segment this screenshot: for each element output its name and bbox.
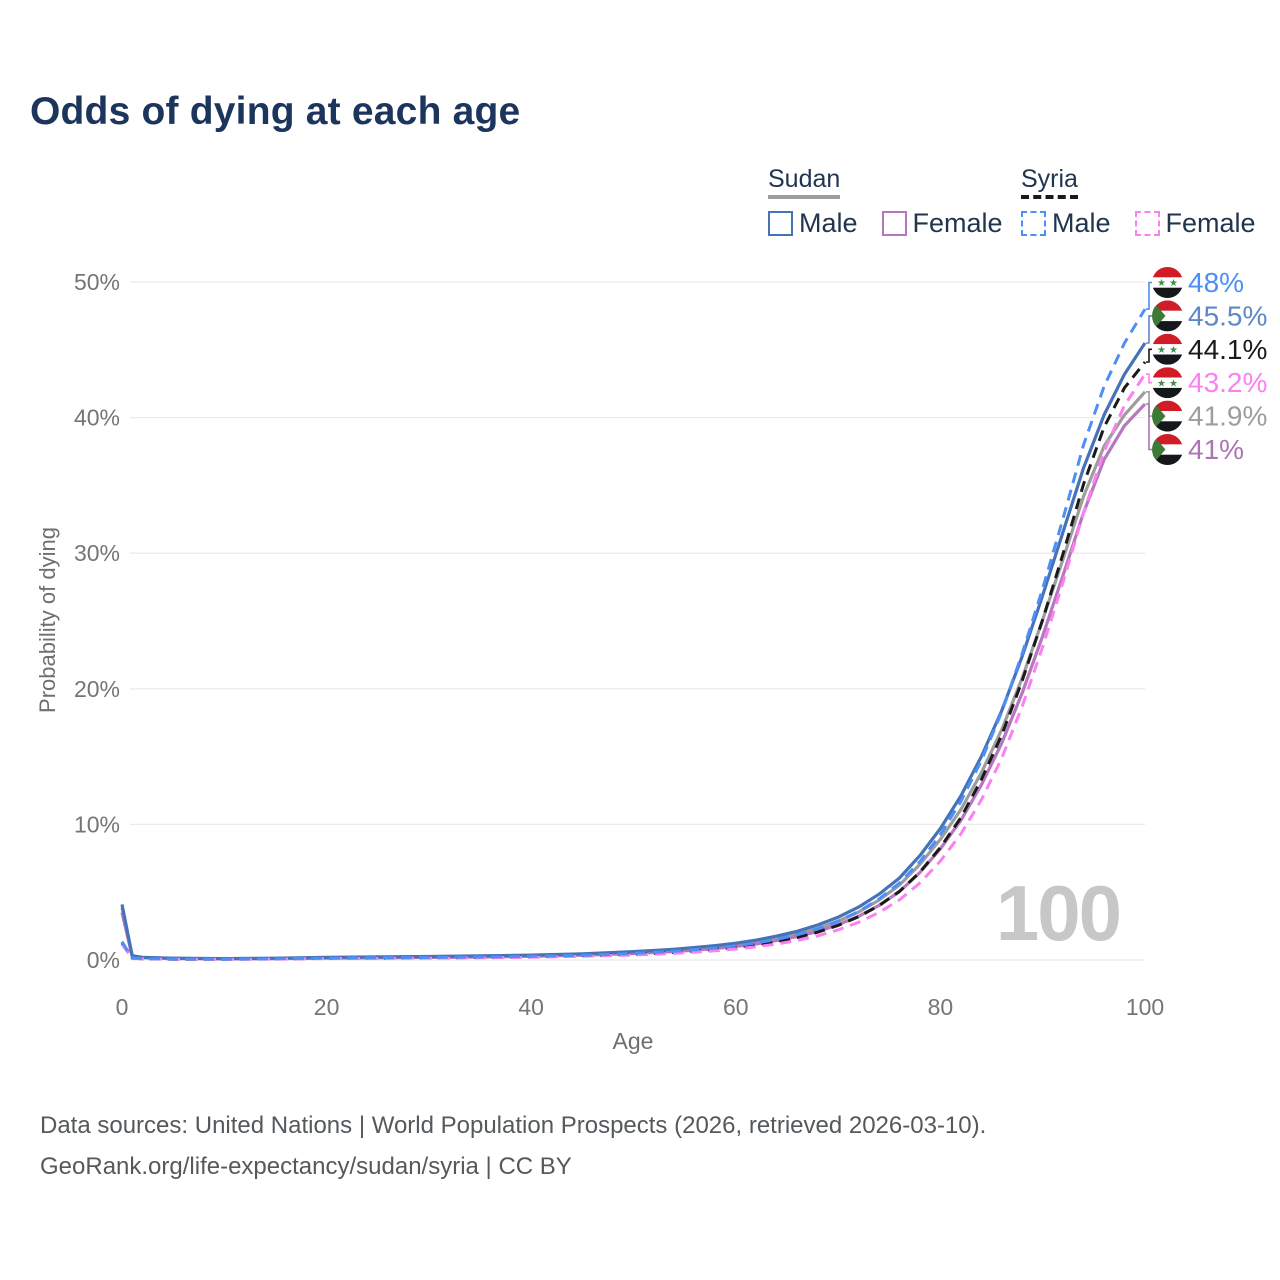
y-tick-label: 20%: [74, 676, 120, 702]
legend-row-sudan: Male Female: [768, 208, 1027, 239]
syria-flag-icon: ★ ★: [1152, 333, 1183, 365]
sudan-flag-icon: [1152, 400, 1183, 432]
end-label-value: 44.1%: [1188, 334, 1267, 365]
x-axis-ticks: 0 20 40 60 80 100: [116, 994, 1165, 1020]
legend-item-label: Female: [912, 208, 1003, 239]
y-tick-label: 0%: [87, 947, 120, 973]
legend-group-syria: Syria Male Female: [1021, 166, 1280, 239]
end-label-connector: [1146, 348, 1152, 363]
footer-attribution: GeoRank.org/life-expectancy/sudan/syria …: [40, 1153, 572, 1180]
legend-group-sudan: Sudan Male Female: [768, 166, 1027, 239]
end-label-connector: [1146, 315, 1152, 344]
y-tick-label: 10%: [74, 811, 120, 837]
page-title: Odds of dying at each age: [30, 90, 521, 133]
sudan-triangle: [1152, 300, 1166, 332]
end-label-connector: [1146, 373, 1152, 384]
x-tick-label: 20: [314, 994, 340, 1020]
legend-item-label: Male: [1052, 208, 1111, 239]
syria-star: ★: [1157, 278, 1166, 289]
end-label-value: 41.9%: [1188, 401, 1267, 432]
legend-item-label: Female: [1165, 208, 1256, 239]
end-label-connector: [1146, 403, 1152, 451]
end-label-connector: [1146, 281, 1152, 310]
syria-star: ★: [1169, 345, 1178, 356]
end-label-connectors: [1146, 281, 1152, 451]
sudan-triangle: [1152, 400, 1166, 432]
syria-flag-icon: ★ ★: [1152, 267, 1183, 298]
y-tick-label: 40%: [74, 405, 120, 431]
legend-item-syria-female[interactable]: Female: [1134, 208, 1256, 239]
y-tick-label: 30%: [74, 540, 120, 566]
series-line-sudan-male[interactable]: [120, 342, 1147, 961]
end-label-flags: ★ ★★ ★★ ★: [1152, 267, 1183, 465]
footer: Data sources: United Nations | World Pop…: [40, 1105, 986, 1187]
legend-item-syria-male[interactable]: Male: [1021, 208, 1111, 239]
syria-female-swatch-icon: [1134, 211, 1160, 237]
syria-star: ★: [1157, 345, 1166, 356]
y-tick-label: 50%: [74, 269, 120, 295]
series-line-syria-female[interactable]: [120, 373, 1147, 961]
sudan-triangle: [1152, 434, 1166, 465]
x-axis-title: Age: [612, 1028, 654, 1054]
sudan-female-swatch-icon: [881, 211, 907, 237]
sudan-male-swatch-icon: [768, 211, 793, 237]
y-axis-ticks: 0% 10% 20% 30% 40% 50%: [74, 269, 120, 973]
syria-flag-icon: ★ ★: [1152, 367, 1183, 399]
x-tick-label: 100: [1126, 994, 1164, 1020]
syria-star: ★: [1157, 378, 1166, 389]
legend-item-sudan-male[interactable]: Male: [768, 208, 858, 239]
gridlines: [130, 281, 1145, 961]
end-label-value: 45.5%: [1188, 300, 1267, 331]
sudan-flag-icon: [1152, 434, 1183, 465]
syria-star: ★: [1169, 378, 1178, 389]
sudan-flag-icon: [1152, 300, 1183, 332]
end-label-values: 48%45.5%44.1%43.2%41.9%41%: [1188, 267, 1267, 465]
series-lines: [120, 308, 1147, 961]
end-label-value: 48%: [1188, 267, 1244, 298]
legend-item-sudan-female[interactable]: Female: [881, 208, 1003, 239]
syria-star: ★: [1169, 278, 1178, 289]
footer-data-sources: Data sources: United Nations | World Pop…: [40, 1112, 987, 1139]
x-tick-label: 0: [116, 994, 129, 1020]
series-line-syria-both-sexes[interactable]: [120, 361, 1147, 961]
legend-country-syria: Syria: [1021, 166, 1078, 200]
y-axis-title: Probability of dying: [35, 527, 60, 713]
x-tick-label: 60: [723, 994, 749, 1020]
x-tick-label: 80: [928, 994, 954, 1020]
series-line-syria-male[interactable]: [120, 308, 1147, 961]
end-label-value: 41%: [1188, 434, 1244, 465]
legend-country-sudan: Sudan: [768, 166, 841, 200]
end-label-value: 43.2%: [1188, 367, 1267, 398]
legend-item-label: Male: [799, 208, 858, 239]
x-tick-label: 40: [518, 994, 544, 1020]
age-counter-watermark: 100: [995, 869, 1122, 957]
syria-male-swatch-icon: [1021, 211, 1046, 237]
legend-row-syria: Male Female: [1021, 208, 1280, 239]
